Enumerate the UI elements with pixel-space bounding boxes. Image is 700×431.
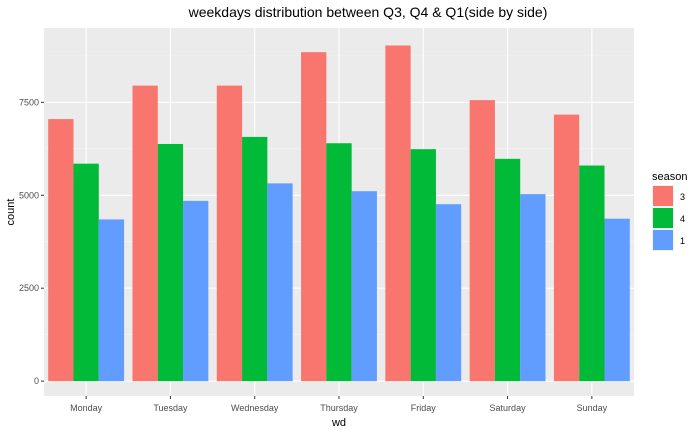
y-tick-label: 5000 [19, 190, 39, 200]
bar [183, 200, 209, 382]
bar [435, 204, 462, 382]
bar [553, 114, 580, 382]
x-tick-label: Thursday [320, 403, 358, 413]
bar [132, 85, 158, 382]
y-tick-label: 2500 [19, 283, 39, 293]
x-tick-label: Sunday [577, 403, 608, 413]
bar [242, 136, 268, 382]
bar [267, 183, 293, 382]
x-tick-label: Friday [411, 403, 437, 413]
legend-swatch [653, 208, 673, 228]
bar [410, 149, 436, 382]
legend-title: season [652, 171, 687, 183]
x-tick-label: Saturday [490, 403, 527, 413]
legend-swatch [653, 230, 673, 250]
legend-label: 4 [680, 214, 685, 224]
x-axis: Monday Tuesday Wednesday Thursday Friday Satu… [70, 396, 608, 413]
bar [520, 194, 546, 382]
legend-items: 3 4 1 [652, 185, 685, 251]
bar [579, 165, 605, 382]
bar [326, 143, 352, 382]
x-axis-title: wd [331, 417, 346, 429]
y-axis-title: count [5, 199, 17, 226]
bar [157, 143, 184, 382]
bar [351, 191, 377, 382]
bar [73, 163, 99, 382]
x-tick-label: Monday [70, 403, 103, 413]
bar [469, 100, 495, 382]
bar [216, 85, 243, 382]
bar [385, 45, 411, 382]
y-tick-label: 7500 [19, 97, 39, 107]
y-axis: 0 2500 5000 7500 [19, 97, 44, 386]
bar [604, 218, 630, 382]
bar [98, 219, 125, 382]
legend-swatch [653, 186, 673, 206]
legend: season 3 4 1 [652, 171, 687, 251]
chart-title: weekdays distribution between Q3, Q4 & Q… [188, 4, 548, 20]
y-tick-label: 0 [34, 376, 39, 386]
bar [301, 52, 327, 382]
bar [494, 158, 521, 382]
x-tick-label: Wednesday [231, 403, 279, 413]
bars [48, 45, 630, 382]
x-tick-label: Tuesday [153, 403, 188, 413]
legend-label: 1 [680, 236, 685, 246]
bar [48, 119, 74, 382]
legend-label: 3 [680, 192, 685, 202]
